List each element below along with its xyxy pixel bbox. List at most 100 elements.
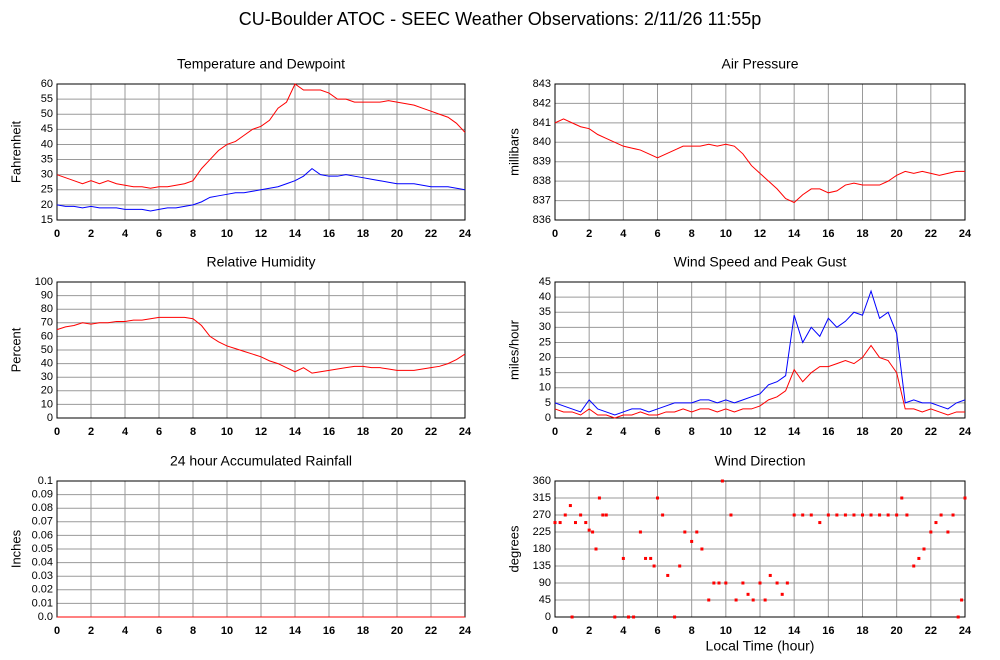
y-tick-label: 0	[47, 412, 53, 424]
x-tick-label: 10	[221, 228, 233, 240]
data-point	[683, 530, 687, 534]
x-tick-label: 22	[925, 426, 937, 438]
x-tick-label: 6	[654, 426, 660, 438]
x-tick-label: 14	[289, 625, 302, 637]
y-tick-label: 45	[41, 123, 53, 135]
x-tick-label: 2	[88, 625, 94, 637]
y-tick-label: 100	[35, 276, 53, 288]
x-tick-label: 22	[425, 625, 437, 637]
x-tick-label: 18	[856, 426, 868, 438]
x-tick-label: 6	[156, 228, 162, 240]
y-tick-label: 60	[41, 78, 53, 90]
plot-border	[554, 281, 966, 419]
x-tick-label: 14	[788, 625, 801, 637]
data-point	[678, 564, 682, 568]
y-tick-label: 40	[41, 358, 53, 370]
y-tick-label: 0.0	[38, 611, 53, 623]
x-tick-label: 4	[620, 426, 627, 438]
y-tick-label: 837	[533, 194, 551, 206]
x-tick-label: 18	[856, 625, 868, 637]
x-tick-label: 2	[586, 228, 592, 240]
data-point	[558, 521, 562, 525]
x-tick-label: 24	[459, 426, 472, 438]
data-point	[861, 513, 864, 517]
data-line	[56, 316, 466, 374]
data-point	[632, 615, 636, 619]
data-point	[568, 504, 572, 508]
x-tick-label: 0	[552, 228, 558, 240]
y-tick-label: 30	[41, 169, 53, 181]
x-tick-label: 14	[289, 228, 302, 240]
x-tick-label: 24	[459, 228, 472, 240]
data-point	[900, 496, 904, 500]
data-line	[56, 83, 466, 189]
data-point	[801, 513, 805, 517]
x-tick-label: 4	[122, 426, 129, 438]
y-tick-label: 10	[539, 382, 551, 394]
data-point	[724, 581, 728, 585]
data-point	[905, 513, 909, 517]
data-point	[579, 513, 583, 517]
x-tick-label: 8	[689, 426, 695, 438]
x-tick-label: 12	[255, 625, 267, 637]
x-tick-label: 0	[54, 426, 60, 438]
x-tick-label: 16	[323, 228, 335, 240]
x-tick-label: 18	[357, 426, 369, 438]
data-point	[775, 581, 779, 585]
x-tick-label: 12	[754, 426, 766, 438]
x-tick-label: 6	[654, 625, 660, 637]
chart-title: Air Pressure	[721, 56, 798, 72]
plot-border	[56, 83, 466, 221]
data-point	[751, 598, 755, 602]
plot-border	[554, 83, 966, 221]
data-point	[922, 547, 926, 551]
data-point	[597, 496, 601, 500]
data-point	[818, 521, 822, 525]
y-axis-label: millibars	[506, 128, 521, 176]
y-axis-label: degrees	[506, 525, 521, 572]
data-point	[826, 513, 830, 517]
y-tick-label: 0.06	[32, 529, 53, 541]
data-point	[666, 573, 670, 577]
data-point	[956, 615, 960, 619]
y-tick-label: 0	[545, 611, 551, 623]
x-tick-label: 20	[891, 426, 903, 438]
x-tick-label: 22	[925, 625, 937, 637]
x-tick-label: 24	[959, 625, 972, 637]
x-tick-label: 18	[357, 625, 369, 637]
data-point	[553, 521, 557, 525]
x-tick-label: 8	[190, 228, 196, 240]
data-point	[661, 513, 665, 517]
x-tick-label: 4	[620, 228, 627, 240]
chart-title: Temperature and Dewpoint	[177, 56, 345, 72]
y-tick-label: 35	[539, 306, 551, 318]
data-point	[939, 513, 943, 517]
data-point	[912, 564, 916, 568]
data-point	[584, 521, 588, 525]
plot-border	[56, 281, 466, 419]
data-point	[570, 615, 574, 619]
x-tick-label: 18	[357, 228, 369, 240]
x-tick-label: 6	[654, 228, 660, 240]
y-tick-label: 40	[41, 138, 53, 150]
x-tick-label: 22	[425, 426, 437, 438]
chart-title: Wind Speed and Peak Gust	[674, 254, 847, 270]
y-axis-label: Percent	[8, 327, 23, 372]
data-point	[656, 496, 659, 500]
y-tick-label: 180	[533, 543, 551, 555]
x-tick-label: 20	[391, 625, 403, 637]
y-tick-label: 135	[533, 560, 551, 572]
x-tick-label: 0	[552, 625, 558, 637]
y-tick-label: 0.1	[38, 475, 53, 487]
y-tick-label: 0.04	[32, 557, 53, 569]
x-tick-label: 4	[122, 228, 129, 240]
x-tick-label: 20	[891, 228, 903, 240]
x-tick-label: 16	[323, 426, 335, 438]
x-tick-label: 2	[88, 426, 94, 438]
x-tick-label: 8	[689, 228, 695, 240]
data-point	[574, 521, 577, 525]
y-tick-label: 360	[533, 475, 551, 487]
y-tick-label: 50	[41, 344, 53, 356]
data-point	[886, 513, 890, 517]
data-point	[869, 513, 873, 517]
